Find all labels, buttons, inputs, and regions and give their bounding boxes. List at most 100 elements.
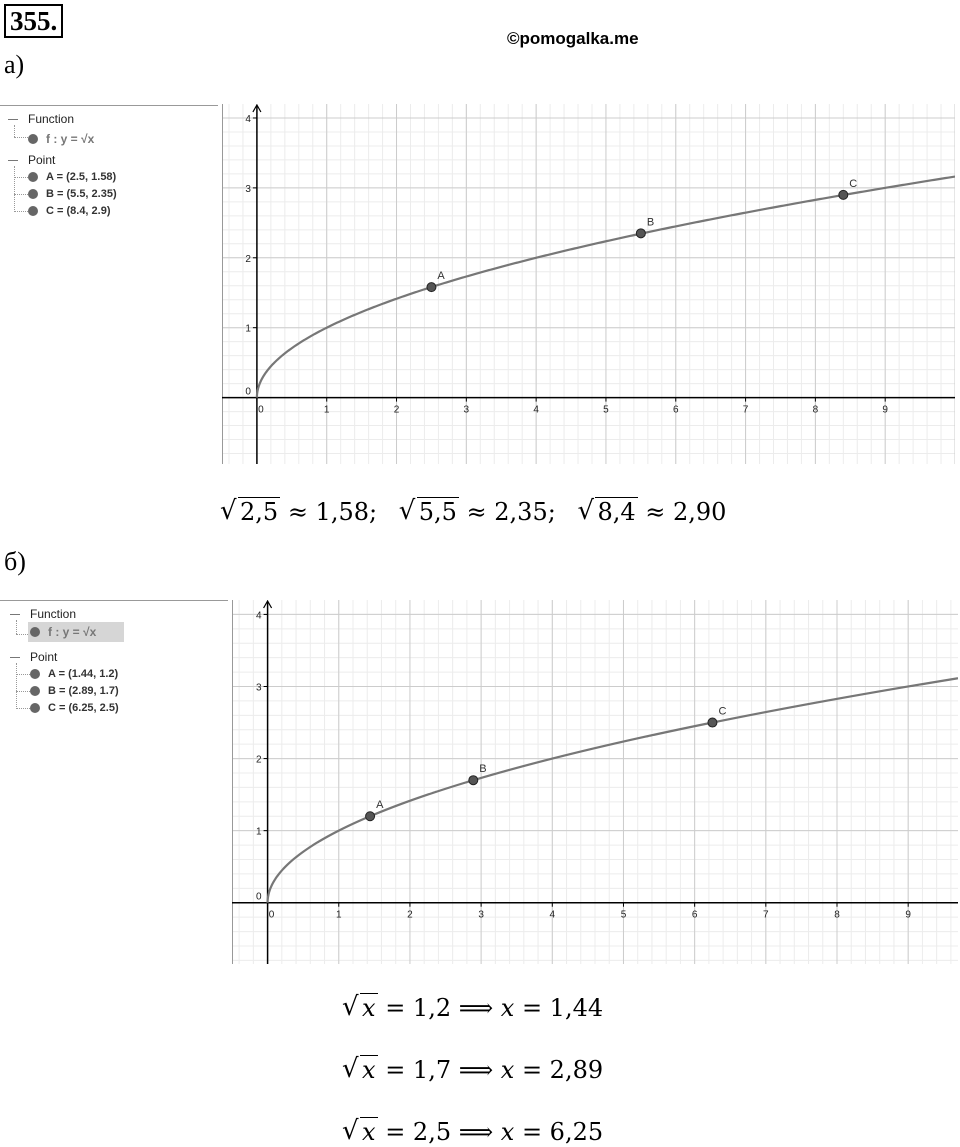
collapse-icon[interactable]	[10, 656, 20, 658]
y-tick-label: 4	[256, 610, 262, 621]
visibility-dot-icon[interactable]	[28, 189, 38, 199]
x-tick-label: 0	[258, 405, 264, 416]
y-axis-arrow-icon	[263, 600, 273, 609]
x-tick-label: 1	[336, 910, 342, 921]
equation-b-3: √ x = 2,5 ⟹ x = 6,25	[342, 1116, 604, 1146]
function-curve	[266, 677, 958, 903]
collapse-icon[interactable]	[8, 159, 18, 161]
x-tick-label: 9	[882, 405, 888, 416]
point-text: A = (1.44, 1.2)	[48, 668, 119, 680]
x-tick-label: 4	[550, 910, 556, 921]
point-text: B = (5.5, 2.35)	[46, 188, 117, 200]
equation-var: x	[500, 994, 515, 1022]
sqrt-arg: x	[360, 1055, 378, 1084]
y-axis-arrow-icon	[252, 104, 262, 113]
data-point	[707, 717, 718, 728]
point-text: C = (6.25, 2.5)	[48, 702, 119, 714]
point-label: A	[376, 799, 384, 811]
x-tick-label: 5	[621, 910, 627, 921]
function-text: f : y = √x	[48, 625, 97, 639]
x-tick-label: 9	[905, 910, 911, 921]
visibility-dot-icon[interactable]	[28, 172, 38, 182]
plot-background	[222, 104, 955, 464]
algebra-view-b: Function f : y = √x Point A = (1.44, 1.2…	[0, 600, 228, 730]
equation-value: = 2,89	[514, 1056, 604, 1084]
sqrt-expression: √ 5,5	[398, 496, 459, 526]
approx-value: ≈ 2,35;	[466, 498, 556, 526]
graphics-view-b[interactable]: 0 1 2 3 4 5 6 7 8 9 0 1 2 3 4 A B C	[232, 600, 958, 964]
point-label: B	[647, 216, 654, 228]
point-label: B	[479, 763, 486, 775]
y-tick-label: 1	[245, 324, 251, 335]
point-header: Point	[28, 153, 56, 167]
x-tick-label: 6	[673, 405, 679, 416]
collapse-icon[interactable]	[10, 613, 20, 615]
x-tick-label: 0	[269, 910, 275, 921]
visibility-dot-icon[interactable]	[30, 669, 40, 679]
x-tick-label: 6	[692, 910, 698, 921]
collapse-icon[interactable]	[8, 118, 18, 120]
function-header: Function	[30, 607, 77, 621]
point-label: C	[718, 706, 726, 718]
point-header: Point	[30, 650, 58, 664]
watermark: ©pomogalka.me	[507, 29, 639, 48]
visibility-dot-icon[interactable]	[30, 627, 40, 637]
point-text: A = (2.5, 1.58)	[46, 171, 117, 183]
equation-value: = 6,25	[514, 1118, 604, 1146]
part-b-label: б)	[4, 547, 26, 576]
point-row-c[interactable]: C = (8.4, 2.9)	[28, 205, 111, 217]
point-row-b[interactable]: B = (5.5, 2.35)	[28, 188, 117, 200]
x-tick-label: 8	[834, 910, 840, 921]
sqrt-expression: √ 8,4	[577, 496, 638, 526]
sqrt-arg: 2,5	[238, 497, 281, 526]
point-text: C = (8.4, 2.9)	[46, 205, 111, 217]
function-text: f : y = √x	[46, 132, 95, 146]
y-tick-label: 3	[256, 682, 262, 693]
x-tick-label: 8	[813, 405, 819, 416]
approx-value: ≈ 2,90	[645, 498, 727, 526]
approx-value: ≈ 1,58;	[287, 498, 378, 526]
equation-var: x	[500, 1056, 515, 1084]
point-row-c[interactable]: C = (6.25, 2.5)	[30, 702, 119, 714]
point-row-a[interactable]: A = (1.44, 1.2)	[30, 668, 118, 680]
x-tick-label: 2	[407, 910, 413, 921]
data-point	[635, 228, 646, 239]
x-tick-label: 3	[478, 910, 484, 921]
graphics-view-a[interactable]: 0 1 2 3 4 5 6 7 8 9 0 1 2 3 4 A B C	[222, 104, 955, 464]
equation-rhs: = 1,2 ⟹	[385, 994, 501, 1022]
y-tick-label: 2	[245, 254, 251, 265]
equation-rhs: = 2,5 ⟹	[385, 1118, 501, 1146]
x-tick-label: 3	[464, 405, 470, 416]
data-point	[838, 189, 849, 200]
equations-a: √ 2,5 ≈ 1,58; √ 5,5 ≈ 2,35; √ 8,4 ≈ 2,90	[220, 496, 727, 526]
y-tick-label: 2	[256, 755, 262, 766]
sqrt-arg: x	[360, 993, 378, 1022]
x-tick-label: 7	[743, 405, 749, 416]
visibility-dot-icon[interactable]	[28, 206, 38, 216]
data-point	[426, 282, 437, 293]
point-text: B = (2.89, 1.7)	[48, 685, 119, 697]
part-a-label: а)	[4, 50, 25, 79]
point-row-b[interactable]: B = (2.89, 1.7)	[30, 685, 119, 697]
y-tick-label: 3	[245, 184, 251, 195]
equation-value: = 1,44	[514, 994, 604, 1022]
equation-b-1: √ x = 1,2 ⟹ x = 1,44	[342, 992, 604, 1022]
y-tick-label: 1	[256, 827, 262, 838]
x-tick-label: 2	[394, 405, 400, 416]
function-row-selected[interactable]: f : y = √x	[28, 622, 125, 642]
point-label: A	[437, 270, 445, 282]
visibility-dot-icon[interactable]	[30, 703, 40, 713]
equation-var: x	[500, 1118, 515, 1146]
visibility-dot-icon[interactable]	[30, 686, 40, 696]
data-point	[365, 811, 376, 822]
x-tick-label: 4	[533, 405, 539, 416]
point-row-a[interactable]: A = (2.5, 1.58)	[28, 171, 116, 183]
sqrt-arg: 5,5	[416, 497, 459, 526]
function-row[interactable]: f : y = √x	[28, 132, 94, 146]
equation-rhs: = 1,7 ⟹	[385, 1056, 501, 1084]
problem-number: 355.	[4, 4, 64, 38]
x-tick-label: 1	[324, 405, 330, 416]
sqrt-arg: x	[360, 1117, 378, 1146]
algebra-view-a: Function f : y = √x Point A = (2.5, 1.58…	[0, 105, 218, 235]
visibility-dot-icon[interactable]	[28, 134, 38, 144]
